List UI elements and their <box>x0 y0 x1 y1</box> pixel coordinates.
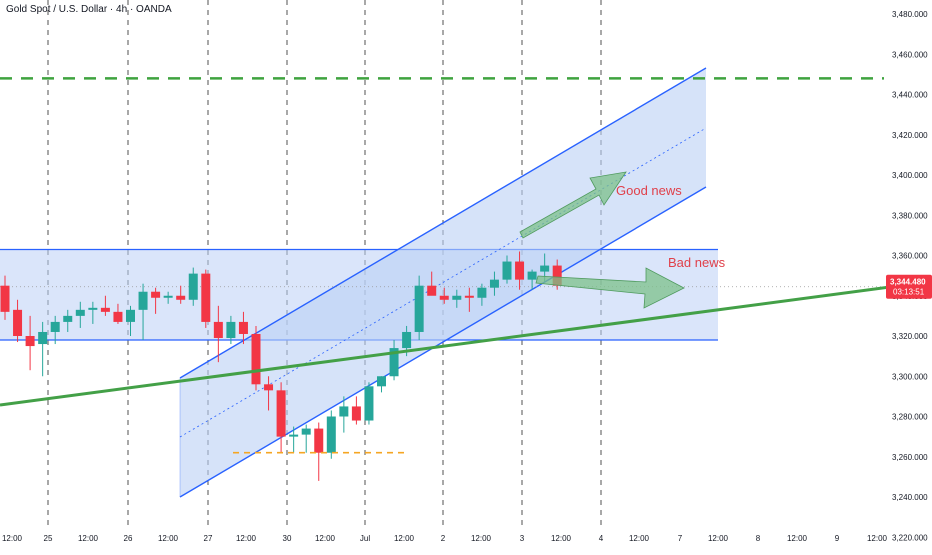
candle-body[interactable] <box>13 309 23 336</box>
candle-body[interactable] <box>126 309 135 322</box>
x-tick-label: 27 <box>204 534 213 543</box>
countdown-timer: 03:13:51 <box>893 288 925 297</box>
candle-body[interactable] <box>151 291 161 298</box>
x-tick-label: 12:00 <box>629 534 650 543</box>
candle-body[interactable] <box>389 348 399 377</box>
candle-body[interactable] <box>489 279 499 288</box>
channel-lower-line[interactable] <box>179 186 707 498</box>
x-tick-label: 4 <box>599 534 604 543</box>
candle-body[interactable] <box>339 406 349 417</box>
x-tick-label: 12:00 <box>78 534 99 543</box>
candle-body[interactable] <box>364 386 374 421</box>
candle-body[interactable] <box>377 376 386 387</box>
x-tick-label: 2 <box>441 534 446 543</box>
y-tick-label: 3,240.000 <box>892 493 928 502</box>
y-tick-label: 3,400.000 <box>892 171 928 180</box>
candle-body[interactable] <box>213 321 223 339</box>
candle-body[interactable] <box>0 285 10 312</box>
last-price-value: 3,344.480 <box>890 278 926 287</box>
candle-body[interactable] <box>226 321 236 339</box>
candle-body[interactable] <box>439 295 449 300</box>
candle-body[interactable] <box>427 285 437 296</box>
y-tick-label: 3,280.000 <box>892 413 928 422</box>
candle-body[interactable] <box>351 406 361 421</box>
candle-body[interactable] <box>502 261 512 280</box>
good-news-label: Good news <box>616 183 682 198</box>
y-tick-label: 3,460.000 <box>892 50 928 59</box>
x-tick-label: 7 <box>678 534 683 543</box>
bad-news-label: Bad news <box>668 255 726 270</box>
candle-body[interactable] <box>251 333 261 385</box>
channel-upper-line[interactable] <box>179 67 707 379</box>
candle-body[interactable] <box>314 428 324 453</box>
candle-body[interactable] <box>464 295 474 298</box>
candle-body[interactable] <box>38 331 48 345</box>
candle-body[interactable] <box>289 434 299 437</box>
x-tick-label: 12:00 <box>471 534 492 543</box>
x-tick-label: 12:00 <box>2 534 23 543</box>
candle-body[interactable] <box>238 321 248 334</box>
y-tick-label: 3,320.000 <box>892 332 928 341</box>
x-tick-label: 9 <box>835 534 840 543</box>
x-tick-label: 8 <box>756 534 761 543</box>
candle-body[interactable] <box>50 321 60 332</box>
y-tick-label: 3,260.000 <box>892 453 928 462</box>
candle-body[interactable] <box>176 295 186 300</box>
candle-body[interactable] <box>25 336 35 347</box>
candle-body[interactable] <box>527 271 537 280</box>
candle-body[interactable] <box>113 311 123 322</box>
candle-body[interactable] <box>452 295 462 300</box>
candle-body[interactable] <box>63 315 73 322</box>
candle-body[interactable] <box>414 285 424 332</box>
candle-body[interactable] <box>515 261 525 280</box>
candle-body[interactable] <box>276 390 286 437</box>
y-tick-label: 3,380.000 <box>892 211 928 220</box>
rising-trendline[interactable] <box>0 285 891 407</box>
y-tick-label: 3,360.000 <box>892 252 928 261</box>
y-tick-label: 3,300.000 <box>892 372 928 381</box>
x-tick-label: Jul <box>360 534 370 543</box>
x-tick-label: 12:00 <box>867 534 888 543</box>
x-tick-label: 30 <box>283 534 292 543</box>
y-tick-label: 3,420.000 <box>892 131 928 140</box>
bad-news-arrow[interactable] <box>535 267 685 309</box>
candle-body[interactable] <box>88 307 98 310</box>
chart-title: Gold Spot / U.S. Dollar · 4h · OANDA <box>6 4 172 15</box>
x-tick-label: 12:00 <box>551 534 572 543</box>
x-tick-label: 26 <box>124 534 133 543</box>
candle-body[interactable] <box>477 287 487 298</box>
x-tick-label: 12:00 <box>708 534 729 543</box>
candle-body[interactable] <box>163 295 173 298</box>
x-tick-label: 12:00 <box>315 534 336 543</box>
candle-body[interactable] <box>301 428 311 435</box>
candle-body[interactable] <box>402 331 412 349</box>
x-tick-label: 12:00 <box>394 534 415 543</box>
candle-body[interactable] <box>188 273 198 300</box>
x-tick-label: 12:00 <box>158 534 179 543</box>
x-tick-label: 25 <box>44 534 53 543</box>
candle-body[interactable] <box>264 384 274 391</box>
candle-body[interactable] <box>138 291 148 310</box>
y-tick-label: 3,220.000 <box>892 533 928 542</box>
y-tick-label: 3,440.000 <box>892 91 928 100</box>
x-tick-label: 3 <box>520 534 525 543</box>
candle-body[interactable] <box>75 309 85 316</box>
last-price-tag <box>886 274 932 299</box>
good-news-arrow[interactable] <box>519 171 627 239</box>
candle-body[interactable] <box>540 265 550 272</box>
y-tick-label: 3,480.000 <box>892 10 928 19</box>
candle-body[interactable] <box>201 273 211 322</box>
candle-body[interactable] <box>100 307 110 312</box>
x-tick-label: 12:00 <box>787 534 808 543</box>
candle-body[interactable] <box>552 265 562 286</box>
x-tick-label: 12:00 <box>236 534 257 543</box>
candle-body[interactable] <box>326 416 336 453</box>
